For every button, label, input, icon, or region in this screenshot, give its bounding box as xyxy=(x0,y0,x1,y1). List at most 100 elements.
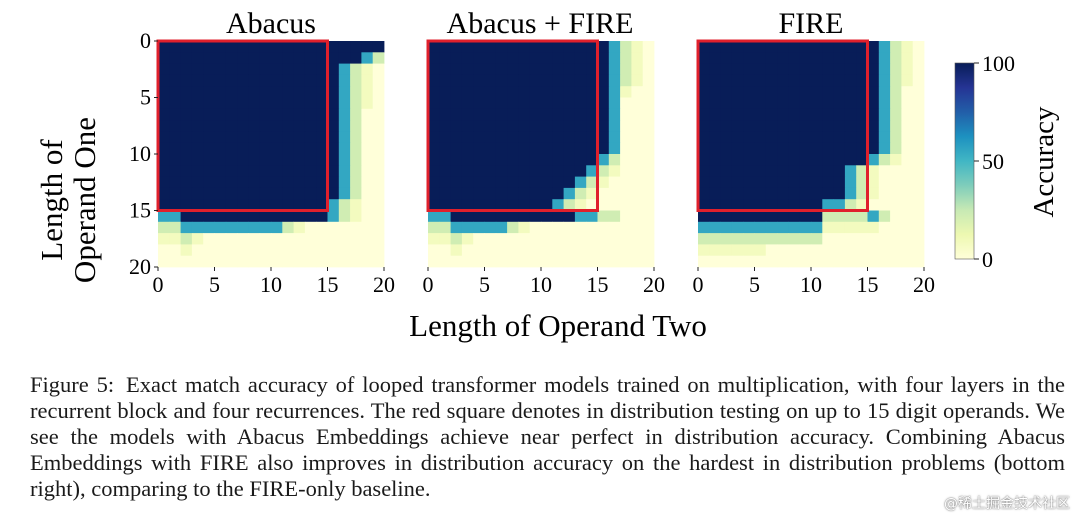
heatmap-cell xyxy=(709,120,721,132)
heatmap-cell xyxy=(811,199,823,211)
heatmap-cell xyxy=(327,165,340,177)
heatmap-cell xyxy=(507,74,519,87)
heatmap-cell xyxy=(822,63,834,76)
heatmap-cell xyxy=(529,176,542,189)
heatmap-cell xyxy=(361,199,374,211)
heatmap-cell xyxy=(203,199,215,211)
heatmap-cell xyxy=(597,74,610,87)
heatmap-cell xyxy=(316,221,328,234)
heatmap-cell xyxy=(529,221,542,234)
heatmap-cell xyxy=(169,187,181,200)
heatmap-cell xyxy=(428,120,440,132)
heatmap-cell xyxy=(169,63,181,76)
heatmap-cell xyxy=(473,221,485,234)
x-tick-label: 20 xyxy=(643,272,665,297)
heatmap-cell xyxy=(158,199,170,211)
heatmap-cell xyxy=(631,120,644,132)
heatmap-cell xyxy=(867,154,880,166)
heatmap-cell xyxy=(720,131,733,144)
heatmap-cell xyxy=(450,165,463,177)
heatmap-cell xyxy=(765,131,778,144)
heatmap-cell xyxy=(293,86,306,98)
heatmap-cell xyxy=(180,52,193,64)
heatmap-cell xyxy=(642,86,655,98)
heatmap-cell xyxy=(743,74,755,87)
heatmap-cell xyxy=(225,120,238,132)
heatmap-cell xyxy=(518,255,531,268)
heatmap-cell xyxy=(473,142,485,155)
colorbar-label: Accuracy xyxy=(1028,106,1060,218)
heatmap-cell xyxy=(529,210,542,223)
heatmap-cell xyxy=(304,244,317,257)
heatmap-cell xyxy=(372,131,385,144)
heatmap-cell xyxy=(541,199,553,211)
heatmap-cell xyxy=(901,120,914,132)
heatmap-cell xyxy=(608,176,621,189)
heatmap-cell xyxy=(225,41,238,53)
heatmap-cell xyxy=(597,154,610,166)
heatmap-cell xyxy=(191,86,204,98)
heatmap-cell xyxy=(428,97,440,110)
heatmap-cell xyxy=(856,187,868,200)
heatmap-cell xyxy=(878,176,891,189)
heatmap-cell xyxy=(237,165,249,177)
heatmap-cell xyxy=(912,74,925,87)
heatmap-cell xyxy=(338,199,351,211)
heatmap-cell xyxy=(372,176,385,189)
heatmap-cell xyxy=(473,41,485,53)
heatmap-cell xyxy=(788,255,801,268)
heatmap-cell xyxy=(901,108,914,121)
heatmap-cell xyxy=(552,97,564,110)
heatmap-cell xyxy=(529,63,542,76)
heatmap-cell xyxy=(765,210,778,223)
heatmap-cell xyxy=(608,255,621,268)
heatmap-cell xyxy=(158,176,170,189)
heatmap-cell xyxy=(833,52,846,64)
panel-abacus-fire: Abacus + FIRE xyxy=(426,7,655,268)
heatmap-cell xyxy=(743,187,755,200)
heatmap-cell xyxy=(203,255,215,268)
heatmap-cell xyxy=(180,187,193,200)
heatmap-cell xyxy=(844,187,857,200)
heatmap-cell xyxy=(597,176,610,189)
heatmap-cell xyxy=(372,244,385,257)
heatmap-cell xyxy=(574,255,587,268)
heatmap-cell xyxy=(225,233,238,245)
heatmap-cell xyxy=(484,97,497,110)
y-axis-label-line2: Operand One xyxy=(67,117,102,283)
heatmap-cell xyxy=(259,176,272,189)
heatmap-cell xyxy=(731,154,744,166)
heatmap-cell xyxy=(180,142,193,155)
heatmap-cell xyxy=(631,210,644,223)
heatmap-cell xyxy=(563,142,576,155)
heatmap-cell xyxy=(214,221,227,234)
heatmap-cell xyxy=(642,199,655,211)
heatmap-cell xyxy=(316,74,328,87)
heatmap-cell xyxy=(811,97,823,110)
heatmap-cell xyxy=(237,176,249,189)
heatmap-cell xyxy=(731,176,744,189)
heatmap-cell xyxy=(709,41,721,53)
heatmap-cell xyxy=(293,154,306,166)
heatmap-cell xyxy=(631,233,644,245)
heatmap-cell xyxy=(754,97,767,110)
heatmap-cell xyxy=(799,154,812,166)
heatmap-cell xyxy=(338,108,351,121)
heatmap-cell xyxy=(709,86,721,98)
heatmap-cell xyxy=(461,244,474,257)
heatmap-cell xyxy=(731,131,744,144)
heatmap-cell xyxy=(361,52,374,64)
heatmap-cell xyxy=(743,199,755,211)
heatmap-cell xyxy=(484,52,497,64)
watermark: @稀土掘金技术社区 xyxy=(944,496,1070,512)
heatmap-cell xyxy=(372,221,385,234)
heatmap-cell xyxy=(720,142,733,155)
heatmap-cell xyxy=(799,120,812,132)
heatmap-cell xyxy=(507,255,519,268)
heatmap-cell xyxy=(754,244,767,257)
heatmap-cell xyxy=(731,187,744,200)
heatmap-cell xyxy=(428,86,440,98)
heatmap-cell xyxy=(259,41,272,53)
heatmap-cell xyxy=(248,176,261,189)
heatmap-cell xyxy=(338,97,351,110)
